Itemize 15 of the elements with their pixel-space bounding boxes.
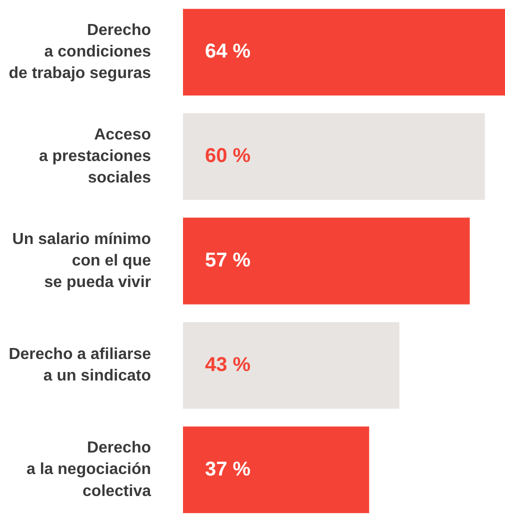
data-label: 64 % <box>205 40 251 63</box>
data-label: 60 % <box>205 145 251 168</box>
bar <box>183 322 400 409</box>
bar <box>183 113 485 200</box>
y-tick-label: Derecho a la negociación colectiva <box>26 440 152 500</box>
data-label: 43 % <box>205 354 251 376</box>
data-label: 57 % <box>205 250 251 272</box>
y-tick-label: Acceso a prestaciones sociales <box>38 126 152 187</box>
bar <box>183 426 370 514</box>
y-tick-label: Un salario mínimo con el que se pueda vivir <box>12 230 152 292</box>
bar <box>183 218 470 304</box>
data-label: 37 % <box>205 458 251 480</box>
y-tick-label: Derecho a afiliarse a un sindicato <box>8 346 152 385</box>
bar <box>183 8 505 96</box>
y-tick-label: Derecho a condiciones de trabajo seguras <box>8 22 152 82</box>
